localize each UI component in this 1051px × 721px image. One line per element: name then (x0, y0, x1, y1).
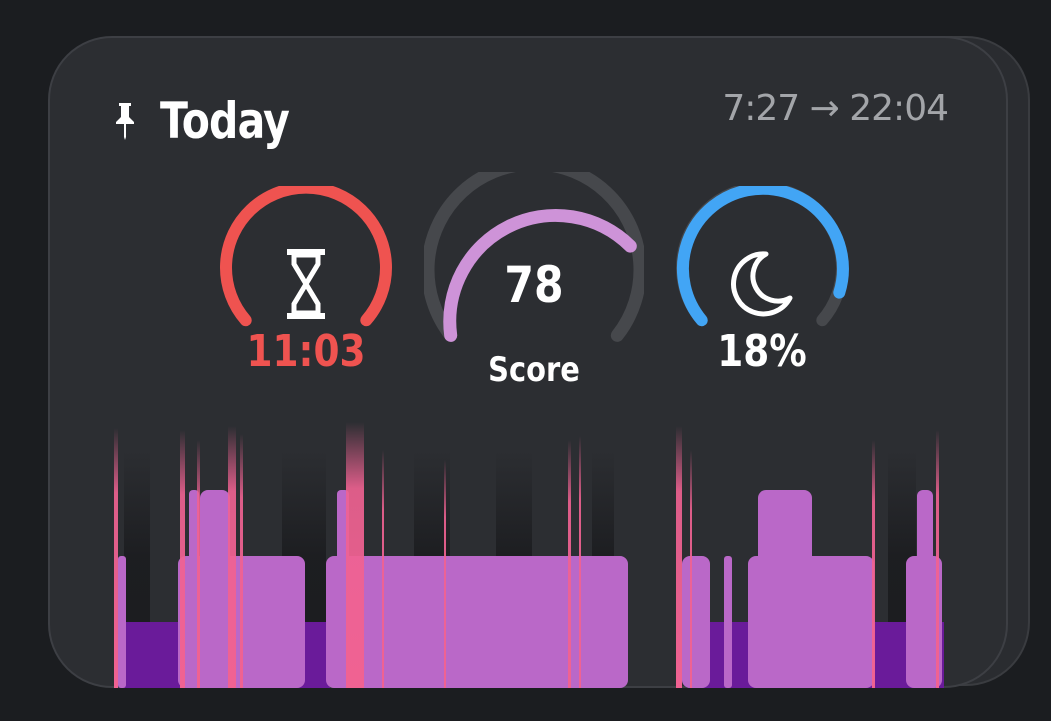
duration-gauge[interactable]: 11:03 (206, 186, 406, 396)
hypnogram-chart[interactable] (48, 420, 1008, 688)
moon-icon (731, 251, 793, 317)
score-arc (443, 209, 637, 342)
pin-icon (116, 103, 134, 140)
score-track (424, 172, 644, 342)
deep-sleep-gauge[interactable]: 18% (662, 186, 862, 396)
score-label: Score (488, 350, 580, 390)
time-range: 7:27 → 22:04 (722, 88, 949, 129)
deep-sleep-value: 18% (717, 326, 807, 377)
awake-marks (114, 422, 939, 688)
score-gauge[interactable]: 78 Score (424, 172, 644, 392)
widget-title: Today (160, 92, 290, 150)
duration-value: 11:03 (246, 326, 366, 377)
deep-arc (677, 186, 849, 327)
score-value: 78 (504, 256, 564, 314)
widget-header: Today (112, 92, 317, 150)
duration-arc (220, 186, 392, 327)
hourglass-icon (287, 249, 325, 319)
